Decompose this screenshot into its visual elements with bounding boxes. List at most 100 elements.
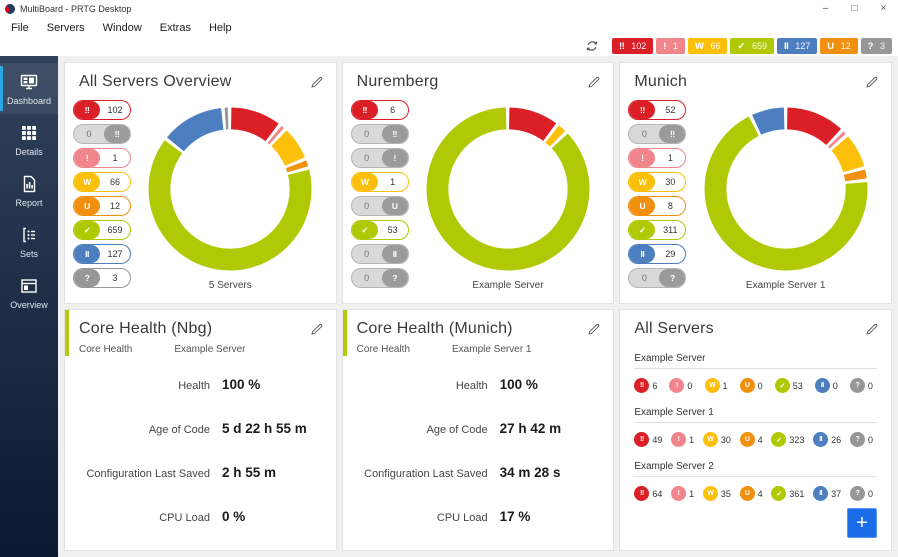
status-pill-up[interactable]: ✓ 311 xyxy=(628,220,687,240)
divider xyxy=(634,368,877,369)
status-pill-paused[interactable]: II 127 xyxy=(73,244,131,264)
edit-button[interactable] xyxy=(586,320,601,340)
warning-icon: W xyxy=(629,173,656,191)
status-pill-unknown[interactable]: 0? xyxy=(350,268,409,288)
menu-item-extras[interactable]: Extras xyxy=(159,22,191,34)
status-badge-unknown[interactable]: ? 3 xyxy=(860,38,892,54)
status-count: 53 xyxy=(792,380,803,391)
up-icon: ✓ xyxy=(774,378,790,393)
pencil-icon xyxy=(588,76,600,88)
report-icon xyxy=(23,175,36,193)
donut-segment-paused xyxy=(751,107,785,135)
edit-button[interactable] xyxy=(586,73,601,93)
status-count: 0 xyxy=(86,129,92,139)
status-count: 4 xyxy=(757,434,763,445)
status-pill-down[interactable]: !! 52 xyxy=(628,100,687,120)
edit-button[interactable] xyxy=(309,320,324,340)
status-count: 12 xyxy=(109,201,120,211)
status-count: 0 xyxy=(364,201,370,211)
status-pill-down[interactable]: !! 6 xyxy=(350,100,409,120)
status-pill-down[interactable]: !! 102 xyxy=(73,100,131,120)
status-count: 0 xyxy=(757,380,763,391)
menu-item-window[interactable]: Window xyxy=(102,22,142,34)
status-count: 0 xyxy=(867,488,873,499)
card-all-servers-overview: All Servers Overview !! 102 0!!! 1 W 66 U 12 ✓ 65… xyxy=(64,62,337,304)
details-grid-icon xyxy=(22,126,36,140)
status-badge-paused[interactable]: II 127 xyxy=(776,38,818,54)
status-pill-down_ack[interactable]: 0!! xyxy=(628,124,687,144)
status-pill-partial[interactable]: ! 1 xyxy=(73,148,131,168)
toolbar-badges: !! 102! 1 W 66 ✓ 659 II 127 U 12? 3 xyxy=(609,38,892,54)
partial-icon: ! xyxy=(629,149,656,167)
status-pill-down_ack[interactable]: 0!! xyxy=(73,124,131,144)
server-group: Example Server 1!! 49! 1 W 30 U 4 ✓ 323 II 26? 0 xyxy=(634,407,877,452)
status-pill-unknown[interactable]: 0? xyxy=(628,268,687,288)
status-badge-partial[interactable]: ! 1 xyxy=(656,38,685,54)
server-group: Example Server 2!! 64! 1 W 35 U 4 ✓ 361 II 37? 0 xyxy=(634,461,877,506)
status-pill-partial[interactable]: ! 1 xyxy=(628,148,687,168)
status-pill-warning[interactable]: W 30 xyxy=(628,172,687,192)
status-count: 127 xyxy=(107,249,123,259)
metric-value: 0 % xyxy=(222,509,246,524)
edit-button[interactable] xyxy=(864,73,879,93)
metric-label: Age of Code xyxy=(148,424,210,436)
pencil-icon xyxy=(866,323,878,335)
status-pill-list: !! 102 0!! ! 1 W 66 U 12 ✓ 659 II 127 ? 3 xyxy=(73,97,131,291)
status-count: 6 xyxy=(652,380,658,391)
status-badge-down[interactable]: !! 102 xyxy=(611,38,654,54)
menu-item-help[interactable]: Help xyxy=(208,22,232,34)
up-icon: ✓ xyxy=(629,221,656,239)
menu-item-servers[interactable]: Servers xyxy=(46,22,85,34)
status-badge-unusual[interactable]: U 12 xyxy=(820,38,858,54)
status-pill-partial[interactable]: 0! xyxy=(350,148,409,168)
status-pill-unknown[interactable]: ? 3 xyxy=(73,268,131,288)
metric-label: Configuration Last Saved xyxy=(364,468,488,480)
status-count: 12 xyxy=(840,41,851,51)
donut-chart xyxy=(426,107,590,271)
status-pill-up[interactable]: ✓ 659 xyxy=(73,220,131,240)
partial-icon: ! xyxy=(671,432,687,447)
metric-label: CPU Load xyxy=(159,512,210,524)
status-pill-unusual[interactable]: U 12 xyxy=(73,196,131,216)
sidebar-item-overview[interactable]: Overview xyxy=(0,267,58,318)
status-count: 0 xyxy=(867,434,873,445)
sidebar-item-dashboard[interactable]: Dashboard xyxy=(0,63,58,114)
status-badge-warning[interactable]: W 66 xyxy=(687,38,728,54)
status-count: 1 xyxy=(667,153,673,163)
status-pill-down_ack[interactable]: 0!! xyxy=(350,124,409,144)
sidebar-item-details[interactable]: Details xyxy=(0,114,58,165)
metric-label: Health xyxy=(455,380,488,392)
sidebar-item-report[interactable]: Report xyxy=(0,165,58,216)
status-pill-up[interactable]: ✓ 53 xyxy=(350,220,409,240)
status-badge-up[interactable]: ✓ 659 xyxy=(730,38,774,54)
status-count: 1 xyxy=(722,380,728,391)
sidebar-item-label: Report xyxy=(15,198,43,208)
edit-button[interactable] xyxy=(309,73,324,93)
donut-caption: 5 Servers xyxy=(208,280,252,291)
menu-bar: File Servers Window Extras Help xyxy=(0,18,898,38)
add-server-button[interactable]: + xyxy=(846,508,877,538)
sidebar-item-sets[interactable]: Sets xyxy=(0,216,58,267)
minimize-button[interactable]: – xyxy=(822,3,829,14)
edit-button[interactable] xyxy=(864,320,879,340)
status-pill-warning[interactable]: W 66 xyxy=(73,172,131,192)
metric-value: 2 h 55 m xyxy=(222,465,277,480)
metric-value: 5 d 22 h 55 m xyxy=(222,421,307,436)
status-badge-paused: II 26 xyxy=(813,432,841,447)
status-pill-paused[interactable]: II 29 xyxy=(628,244,687,264)
donut-caption: Example Server 1 xyxy=(745,280,826,291)
status-count: 1 xyxy=(689,488,695,499)
down-icon: !! xyxy=(634,486,650,501)
menu-item-file[interactable]: File xyxy=(11,22,29,34)
unknown-icon: ? xyxy=(381,269,408,287)
partial-icon: ! xyxy=(671,486,687,501)
maximize-button[interactable]: □ xyxy=(851,3,858,14)
paused-icon: II xyxy=(813,486,829,501)
refresh-icon[interactable] xyxy=(585,39,599,53)
status-pill-paused[interactable]: 0 II xyxy=(350,244,409,264)
close-button[interactable]: × xyxy=(880,3,887,14)
status-count: 3 xyxy=(112,273,118,283)
